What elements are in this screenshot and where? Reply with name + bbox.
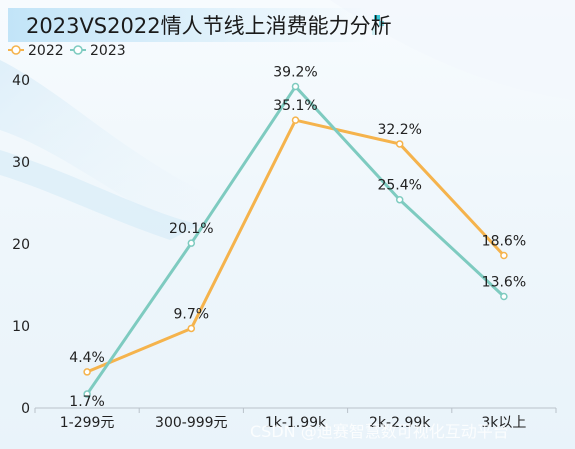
data-point bbox=[83, 368, 91, 376]
legend-label: 2022 bbox=[28, 43, 64, 59]
data-point bbox=[500, 251, 508, 260]
data-label: 25.4% bbox=[377, 178, 421, 194]
series-line-2022 bbox=[86, 118, 505, 374]
y-tick-label: 20 bbox=[12, 237, 30, 253]
data-point bbox=[395, 140, 404, 148]
x-tick-label: 1-299元 bbox=[60, 415, 115, 431]
x-axis-ticks: 1-299元 300-999元 1k-1.99k 2k-2.99k 3k以上 bbox=[34, 408, 557, 431]
data-label: 39.2% bbox=[273, 65, 317, 81]
data-label: 20.1% bbox=[169, 221, 213, 237]
data-point bbox=[187, 324, 196, 333]
x-tick-label: 2k-2.99k bbox=[369, 415, 431, 431]
legend: 2022 2023 bbox=[8, 43, 126, 59]
legend-label: 2023 bbox=[90, 43, 126, 59]
data-point bbox=[187, 239, 196, 247]
y-tick-label: 30 bbox=[12, 155, 30, 171]
data-labels: 4.4% 9.7% 35.1% 32.2% 18.6% 1.7% 20.1% 39.2% 25.… bbox=[69, 65, 526, 411]
legend-swatch-marker bbox=[73, 45, 83, 55]
data-label: 18.6% bbox=[482, 233, 526, 249]
title-banner bbox=[8, 8, 368, 42]
x-tick-label: 1k-1.99k bbox=[265, 415, 327, 431]
data-label: 4.4% bbox=[69, 350, 105, 366]
data-point bbox=[500, 292, 508, 301]
y-tick-label: 0 bbox=[21, 401, 30, 417]
data-label: 35.1% bbox=[273, 98, 317, 114]
data-label: 13.6% bbox=[482, 274, 526, 290]
data-label: 9.7% bbox=[174, 306, 210, 322]
y-axis-ticks: 0 10 20 30 40 bbox=[12, 73, 30, 417]
data-label: 32.2% bbox=[377, 122, 421, 138]
series-layer bbox=[83, 82, 508, 398]
data-point bbox=[291, 116, 300, 124]
chart-title: 2023VS2022情人节线上消费能力分析 bbox=[26, 14, 392, 38]
x-tick-label: 3k以上 bbox=[481, 415, 526, 431]
y-tick-label: 40 bbox=[12, 73, 30, 89]
y-tick-label: 10 bbox=[12, 319, 30, 335]
x-tick-label: 300-999元 bbox=[155, 415, 228, 431]
data-point bbox=[395, 195, 404, 204]
title-sparkle-icon bbox=[372, 15, 384, 35]
background-decoration bbox=[0, 0, 575, 240]
legend-swatch-marker bbox=[11, 45, 21, 55]
data-point bbox=[291, 82, 300, 91]
series-line-2023 bbox=[85, 85, 505, 395]
data-point bbox=[83, 390, 91, 398]
data-label: 1.7% bbox=[69, 394, 105, 410]
watermark: CSDN @迪赛智慧数可视化互动平台 bbox=[250, 422, 509, 441]
